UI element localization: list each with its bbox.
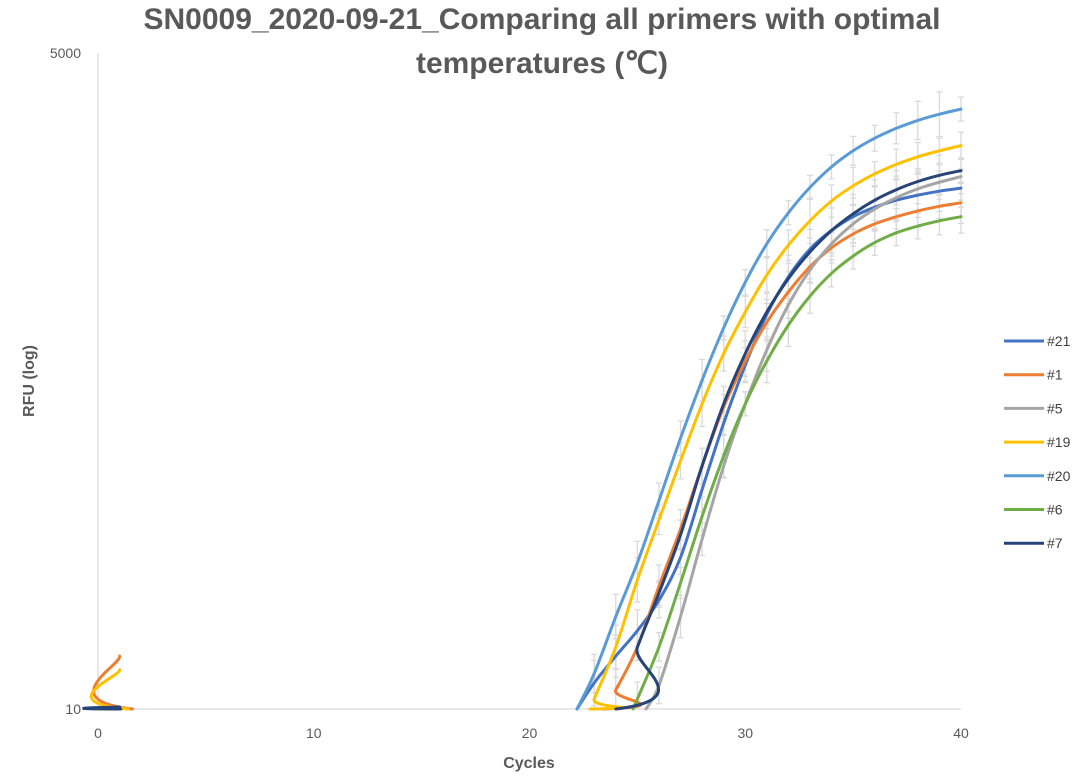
legend-label-6: #6 xyxy=(1047,502,1063,518)
y-tick-label: 10 xyxy=(65,701,81,717)
series-line-21 xyxy=(575,186,963,711)
series-line-5 xyxy=(644,175,963,711)
legend-label-20: #20 xyxy=(1047,468,1071,484)
plot-lines xyxy=(82,107,963,711)
legend-label-5: #5 xyxy=(1047,400,1063,416)
x-axis-title: Cycles xyxy=(503,755,555,772)
series-line-7 xyxy=(82,169,963,711)
x-tick-label: 20 xyxy=(522,725,538,741)
legend-label-19: #19 xyxy=(1047,434,1071,450)
y-tick-labels: 10 5000 xyxy=(50,45,81,717)
x-tick-label: 10 xyxy=(306,725,322,741)
x-tick-label: 30 xyxy=(737,725,753,741)
legend-label-7: #7 xyxy=(1047,535,1063,551)
y-axis-title: RFU (log) xyxy=(21,345,38,417)
x-tick-label: 0 xyxy=(94,725,102,741)
chart-title-line-1: SN0009_2020-09-21_Comparing all primers … xyxy=(144,3,941,36)
series-line-6 xyxy=(631,215,963,711)
x-tick-label: 40 xyxy=(953,725,969,741)
series-line-20 xyxy=(575,107,963,711)
legend: #21 #1 #5 #19 #20 #6 #7 xyxy=(1004,333,1071,551)
legend-label-21: #21 xyxy=(1047,333,1071,349)
y-tick-label: 5000 xyxy=(50,45,81,61)
x-tick-labels: 0 10 20 30 40 xyxy=(94,725,969,741)
legend-label-1: #1 xyxy=(1047,367,1063,383)
chart-title-line-2: temperatures (℃) xyxy=(416,47,668,80)
series-line-1 xyxy=(92,201,963,711)
